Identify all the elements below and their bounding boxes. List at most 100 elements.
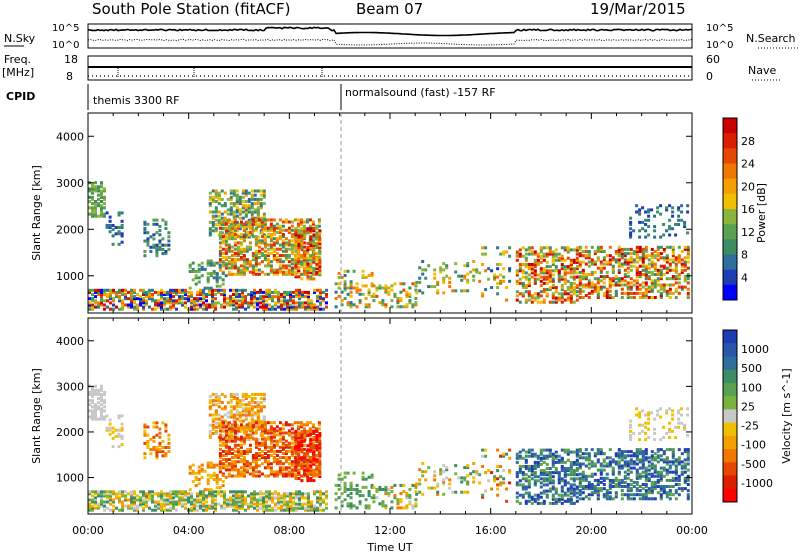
power-cell bbox=[521, 269, 525, 273]
power-cell bbox=[521, 275, 525, 279]
power-cell bbox=[683, 220, 687, 224]
power-cell bbox=[224, 239, 228, 243]
velocity-cell bbox=[124, 494, 127, 498]
velocity-cell bbox=[97, 390, 100, 394]
velocity-cell bbox=[593, 452, 597, 456]
velocity-cell bbox=[318, 472, 322, 476]
power-cell bbox=[629, 220, 633, 224]
power-cell bbox=[217, 288, 220, 292]
power-cell bbox=[548, 269, 552, 273]
power-cell bbox=[307, 301, 310, 305]
velocity-cell bbox=[294, 460, 298, 464]
velocity-cell bbox=[124, 496, 127, 500]
velocity-cell bbox=[349, 502, 353, 506]
power-cell bbox=[127, 303, 130, 307]
power-cell bbox=[287, 260, 291, 264]
power-cell bbox=[301, 290, 304, 294]
power-cell bbox=[563, 265, 567, 269]
power-cell bbox=[647, 287, 651, 291]
velocity-cell bbox=[306, 458, 310, 462]
power-cell bbox=[608, 260, 612, 264]
power-cell bbox=[296, 258, 300, 262]
velocity-cell bbox=[587, 485, 591, 488]
power-cell bbox=[244, 301, 247, 305]
power-cell bbox=[236, 258, 240, 262]
velocity-cell bbox=[235, 504, 238, 508]
power-cell bbox=[106, 295, 109, 299]
power-cell bbox=[212, 263, 216, 267]
power-ylabel: Slant Range [km] bbox=[30, 165, 43, 261]
velocity-cell bbox=[100, 386, 103, 390]
velocity-cell bbox=[105, 426, 109, 430]
power-cell bbox=[200, 261, 204, 265]
power-cell bbox=[205, 299, 208, 303]
velocity-cell bbox=[272, 456, 276, 460]
power-cell bbox=[638, 212, 642, 216]
velocity-cell bbox=[88, 490, 91, 494]
velocity-cell bbox=[230, 423, 234, 427]
power-cell bbox=[294, 275, 298, 279]
power-cell bbox=[160, 290, 163, 294]
velocity-cell bbox=[166, 492, 169, 496]
velocity-cell bbox=[251, 454, 255, 457]
velocity-cell bbox=[289, 494, 292, 498]
power-cell bbox=[247, 293, 250, 296]
power-cell bbox=[247, 305, 250, 309]
velocity-cell bbox=[539, 452, 543, 456]
power-cell bbox=[254, 254, 258, 257]
power-cell bbox=[290, 235, 294, 239]
velocity-cell bbox=[518, 469, 522, 473]
power-cell bbox=[653, 214, 657, 218]
power-cell bbox=[298, 303, 301, 307]
power-cell bbox=[121, 301, 124, 305]
power-cell bbox=[223, 233, 227, 237]
velocity-cell bbox=[545, 493, 549, 497]
power-cell bbox=[212, 261, 216, 265]
velocity-cell bbox=[295, 494, 298, 498]
power-cell bbox=[298, 297, 301, 301]
velocity-cell bbox=[319, 492, 322, 496]
power-cell bbox=[152, 243, 156, 247]
velocity-cell bbox=[296, 421, 300, 425]
power-cell bbox=[211, 229, 215, 233]
power-cell bbox=[402, 282, 406, 286]
velocity-cell bbox=[575, 454, 579, 458]
velocity-heatmap bbox=[88, 384, 690, 512]
velocity-cell bbox=[193, 498, 196, 502]
power-cell bbox=[294, 229, 298, 233]
power-cell bbox=[313, 303, 316, 307]
velocity-cell bbox=[214, 403, 218, 407]
power-cell bbox=[343, 282, 347, 286]
velocity-cell bbox=[106, 494, 109, 498]
power-cell bbox=[238, 208, 242, 212]
power-cell bbox=[312, 241, 316, 245]
power-cell bbox=[142, 297, 145, 301]
velocity-cell bbox=[343, 475, 347, 479]
velocity-cell bbox=[227, 439, 231, 443]
power-cell bbox=[214, 195, 218, 199]
velocity-cell bbox=[496, 448, 500, 452]
velocity-cell bbox=[115, 494, 118, 498]
power-cell bbox=[367, 303, 371, 307]
power-cell bbox=[230, 233, 234, 236]
velocity-cell bbox=[584, 458, 588, 462]
velocity-cell bbox=[236, 470, 240, 474]
power-cell bbox=[244, 206, 248, 210]
power-cell bbox=[551, 260, 555, 264]
velocity-cell bbox=[260, 425, 264, 429]
power-cell bbox=[227, 233, 231, 236]
velocity-cell bbox=[118, 498, 121, 502]
velocity-cell bbox=[233, 466, 237, 470]
power-cell bbox=[88, 307, 91, 311]
velocity-cell bbox=[587, 474, 591, 478]
power-cell bbox=[211, 301, 214, 305]
power-cell bbox=[293, 254, 297, 257]
velocity-cell bbox=[250, 498, 253, 502]
power-cell bbox=[563, 248, 567, 252]
velocity-cell bbox=[566, 473, 570, 477]
velocity-cell bbox=[260, 449, 264, 453]
power-cell bbox=[548, 265, 552, 269]
power-cell bbox=[367, 288, 371, 292]
power-cell bbox=[121, 299, 124, 303]
power-cell bbox=[223, 218, 227, 222]
